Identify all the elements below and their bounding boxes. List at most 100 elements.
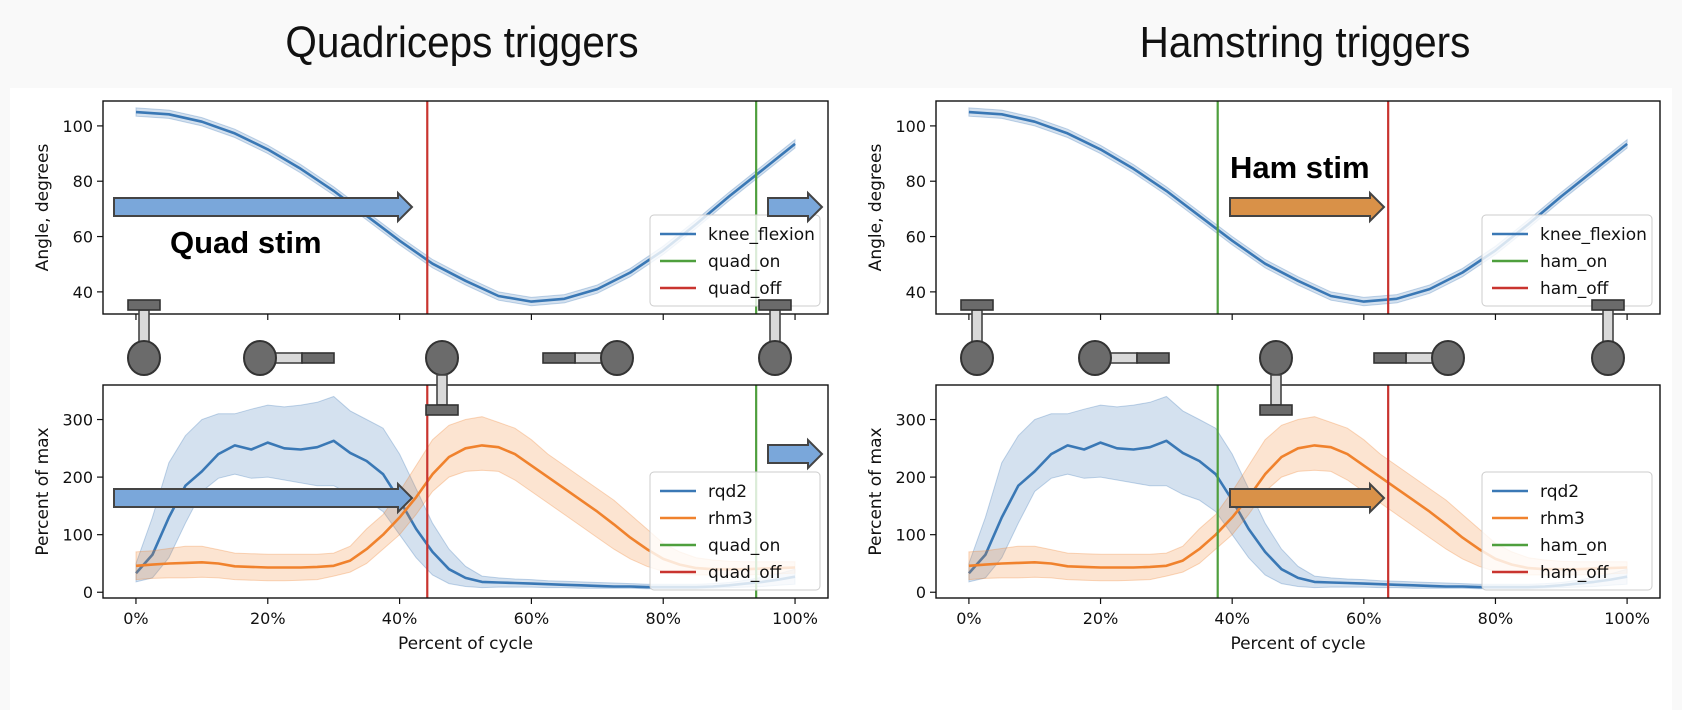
ham-stim-arrow-top — [1229, 190, 1386, 224]
leg-pose-ham-3 — [1373, 340, 1465, 376]
foot-icon — [1373, 352, 1407, 364]
quad-stim-label: Quad stim — [170, 225, 322, 260]
foot-icon — [1136, 352, 1170, 364]
y-axis-label: Percent of max — [866, 427, 886, 555]
legend-label-rhm3: rhm3 — [1540, 509, 1585, 529]
shank-icon — [1270, 374, 1282, 406]
plot-area — [967, 385, 1628, 598]
legend-label-ham_off: ham_off — [1540, 279, 1610, 299]
y-tick-label: 200 — [895, 468, 926, 487]
shank-icon — [138, 309, 150, 345]
x-tick-label: 40% — [382, 609, 418, 628]
legend-label-rqd2: rqd2 — [1540, 482, 1579, 502]
shank-icon — [436, 374, 448, 406]
knee-ball-icon — [600, 340, 634, 376]
foot-icon — [127, 299, 161, 311]
legend: rqd2 rhm3 quad_on quad_off — [649, 471, 821, 591]
x-tick-label: 20% — [250, 609, 286, 628]
x-axis-label: Percent of cycle — [1230, 634, 1365, 654]
x-tick-label: 0% — [123, 609, 148, 628]
y-tick-label: 300 — [62, 411, 93, 430]
y-tick-label: 0 — [916, 583, 926, 602]
title-hamstring-triggers: Hamstring triggers — [1139, 18, 1471, 67]
leg-pose-ham-1 — [1078, 340, 1170, 376]
leg-pose-quad-3 — [542, 340, 634, 376]
x-tick-label: 40% — [1214, 609, 1250, 628]
legend: rqd2 rhm3 ham_on ham_off — [1481, 471, 1653, 591]
legend-box — [1481, 214, 1653, 307]
leg-pose-ham-0 — [960, 299, 994, 376]
knee-ball-icon — [243, 340, 277, 376]
x-tick-label: 60% — [1346, 609, 1382, 628]
knee-ball-icon — [127, 340, 161, 376]
y-axis-label: Angle, degrees — [866, 144, 886, 272]
plot-quad-angle: 40 60 80 100 Angle, degrees knee_flexion quad_… — [33, 100, 829, 320]
x-tick-label: 60% — [514, 609, 550, 628]
y-tick-label: 100 — [62, 526, 93, 545]
legend-label-quad_on: quad_on — [708, 252, 780, 272]
x-tick-label: 100% — [772, 609, 818, 628]
legend-label-quad_off: quad_off — [708, 279, 783, 299]
y-tick-label: 100 — [895, 526, 926, 545]
legend-label-knee_flexion: knee_flexion — [708, 225, 815, 245]
legend-label-quad_off: quad_off — [708, 563, 783, 583]
legend-box — [649, 214, 821, 307]
foot-icon — [1591, 299, 1625, 311]
legend-label-ham_off: ham_off — [1540, 563, 1610, 583]
leg-pose-ham-2 — [1259, 340, 1293, 416]
y-tick-label: 60 — [906, 228, 926, 247]
knee-ball-icon — [1431, 340, 1465, 376]
axes-frame — [935, 100, 1661, 315]
foot-icon — [425, 404, 459, 416]
leg-pose-quad-2 — [425, 340, 459, 416]
knee-ball-icon — [425, 340, 459, 376]
legend-label-rhm3: rhm3 — [708, 509, 753, 529]
y-axis-label: Percent of max — [33, 427, 53, 555]
x-tick-label: 100% — [1604, 609, 1650, 628]
knee-ball-icon — [758, 340, 792, 376]
y-tick-label: 40 — [906, 283, 926, 302]
legend-label-ham_on: ham_on — [1540, 252, 1607, 272]
y-tick-label: 0 — [83, 583, 93, 602]
y-tick-label: 100 — [62, 117, 93, 136]
y-tick-label: 200 — [62, 468, 93, 487]
y-tick-label: 300 — [895, 411, 926, 430]
foot-icon — [1259, 404, 1293, 416]
x-tick-label: 80% — [645, 609, 681, 628]
legend: knee_flexion ham_on ham_off — [1481, 214, 1653, 307]
shank-icon — [1602, 309, 1614, 345]
leg-pose-quad-1 — [243, 340, 335, 376]
quad-stim-arrow-bottom — [113, 481, 414, 515]
foot-icon — [960, 299, 994, 311]
legend-label-rqd2: rqd2 — [708, 482, 747, 502]
legend-box — [1481, 471, 1653, 591]
ham-stim-label: Ham stim — [1230, 150, 1370, 185]
axes-frame — [102, 100, 829, 315]
legend-label-knee_flexion: knee_flexion — [1540, 225, 1647, 245]
knee-ball-icon — [1259, 340, 1293, 376]
knee-ball-icon — [1078, 340, 1112, 376]
y-tick-label: 40 — [73, 283, 93, 302]
axes-frame — [102, 384, 829, 599]
x-axis-label: Percent of cycle — [398, 634, 533, 654]
y-tick-label: 80 — [73, 172, 93, 191]
shank-icon — [769, 309, 781, 345]
legend-box — [649, 471, 821, 591]
leg-pose-quad-0 — [127, 299, 161, 376]
y-tick-label: 80 — [906, 172, 926, 191]
foot-icon — [542, 352, 576, 364]
x-tick-label: 0% — [956, 609, 981, 628]
plot-ham-emg: 0 100 200 300 0% 20% 40% 60% 80% 100% Percent of m… — [866, 384, 1661, 654]
y-tick-label: 60 — [73, 228, 93, 247]
quad-stim-arrow-top-wrap — [767, 190, 824, 224]
plot-ham-angle: 40 60 80 100 Angle, degrees knee_flexion ham_o… — [866, 100, 1661, 320]
x-tick-label: 20% — [1083, 609, 1119, 628]
ham-stim-arrow-bottom — [1229, 481, 1386, 515]
knee-ball-icon — [1591, 340, 1625, 376]
figure-svg: 40 60 80 100 Angle, degrees knee_flexion quad_… — [33, 100, 1661, 654]
title-quadriceps-triggers: Quadriceps triggers — [285, 18, 639, 67]
leg-pose-quad-4 — [758, 299, 792, 376]
foot-icon — [301, 352, 335, 364]
y-tick-label: 100 — [895, 117, 926, 136]
foot-icon — [758, 299, 792, 311]
